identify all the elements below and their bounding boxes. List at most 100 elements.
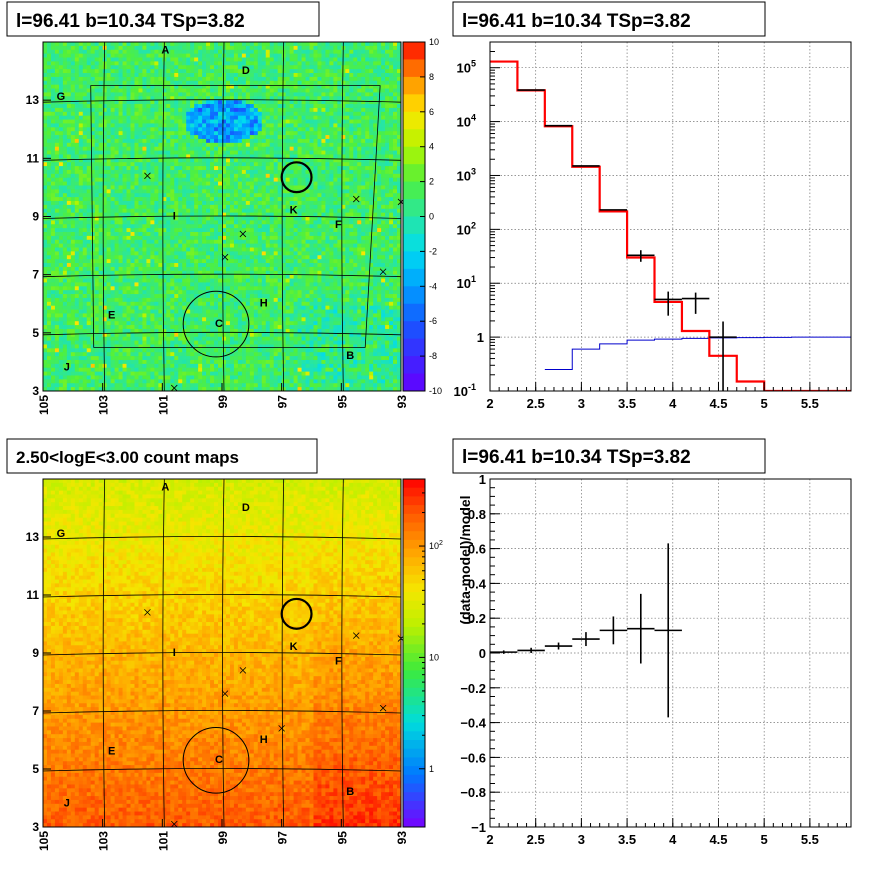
map-pixel (90, 173, 96, 179)
map-pixel (138, 169, 143, 175)
map-pixel (150, 328, 155, 334)
map-pixel (182, 204, 187, 210)
map-pixel (74, 61, 80, 66)
map-pixel (78, 282, 84, 287)
map-pixel (86, 49, 92, 55)
map-pixel (54, 169, 60, 175)
map-pixel (134, 278, 139, 283)
map-pixel (150, 309, 155, 314)
map-pixel (225, 162, 231, 167)
map-pixel (158, 220, 163, 225)
map-pixel (146, 65, 151, 70)
map-pixel (210, 228, 215, 233)
map-pixel (194, 45, 199, 51)
map-pixel (257, 193, 263, 198)
map-pixel (78, 104, 84, 109)
map-pixel (98, 270, 104, 276)
map-pixel (54, 100, 60, 105)
map-pixel (106, 263, 112, 268)
map-pixel (66, 305, 72, 310)
map-pixel (46, 146, 52, 151)
map-pixel (178, 321, 183, 326)
map-pixel (58, 359, 64, 365)
map-pixel (138, 212, 143, 217)
map-pixel (241, 301, 247, 307)
map-pixel (66, 375, 72, 380)
map-pixel (106, 259, 112, 264)
map-pixel (146, 325, 151, 330)
map-pixel (62, 239, 68, 245)
map-pixel (154, 321, 159, 326)
map-pixel (90, 321, 96, 326)
map-pixel (190, 309, 195, 314)
map-pixel (106, 266, 112, 272)
map-pixel (82, 80, 88, 86)
map-pixel (233, 111, 239, 117)
map-pixel (66, 278, 72, 283)
map-pixel (225, 270, 231, 276)
map-pixel (146, 328, 151, 334)
map-pixel (66, 158, 72, 163)
map-pixel (222, 173, 227, 179)
map-pixel (106, 356, 112, 361)
map-pixel (198, 84, 203, 89)
map-pixel (130, 57, 135, 62)
map-pixel (58, 80, 64, 86)
map-pixel (94, 42, 100, 47)
map-pixel (54, 309, 60, 314)
map-pixel (186, 69, 191, 74)
map-pixel (154, 232, 159, 237)
map-pixel (74, 216, 80, 221)
map-pixel (90, 158, 96, 163)
map-pixel (122, 379, 127, 384)
map-pixel (58, 92, 64, 97)
map-pixel (225, 344, 231, 349)
map-pixel (214, 42, 219, 47)
map-pixel (194, 119, 199, 124)
map-pixel (229, 328, 235, 334)
map-pixel (82, 232, 88, 237)
map-pixel (241, 387, 247, 391)
map-pixel (253, 162, 259, 167)
map-pixel (206, 379, 211, 384)
map-pixel (78, 332, 84, 338)
map-pixel (257, 348, 263, 353)
map-pixel (154, 107, 159, 113)
map-pixel (74, 363, 80, 369)
map-pixel (253, 146, 259, 151)
map-pixel (210, 224, 215, 229)
map-pixel (218, 65, 223, 70)
map-pixel (166, 251, 171, 256)
map-pixel (182, 107, 187, 113)
map-pixel (162, 200, 167, 206)
map-pixel (237, 259, 243, 264)
map-pixel (98, 251, 104, 256)
map-pixel (170, 123, 175, 128)
map-pixel (62, 371, 68, 376)
map-pixel (126, 131, 131, 136)
map-pixel (190, 53, 195, 58)
map-pixel (233, 166, 239, 171)
map-pixel (118, 301, 123, 307)
map-pixel (170, 146, 175, 151)
map-pixel (78, 169, 84, 175)
map-pixel (146, 84, 151, 89)
map-pixel (134, 177, 139, 182)
map-pixel (86, 88, 92, 93)
map-pixel (245, 266, 251, 272)
map-pixel (158, 305, 163, 310)
map-pixel (202, 189, 207, 194)
map-pixel (225, 61, 231, 66)
map-pixel (102, 321, 108, 326)
map-pixel (118, 247, 123, 252)
map-pixel (202, 135, 207, 140)
map-pixel (62, 169, 68, 175)
map-pixel (194, 61, 199, 66)
map-pixel (46, 208, 52, 214)
map-pixel (43, 383, 48, 388)
map-pixel (43, 359, 48, 365)
map-pixel (202, 49, 207, 55)
map-pixel (66, 332, 72, 338)
map-pixel (245, 200, 251, 206)
map-pixel (90, 208, 96, 214)
